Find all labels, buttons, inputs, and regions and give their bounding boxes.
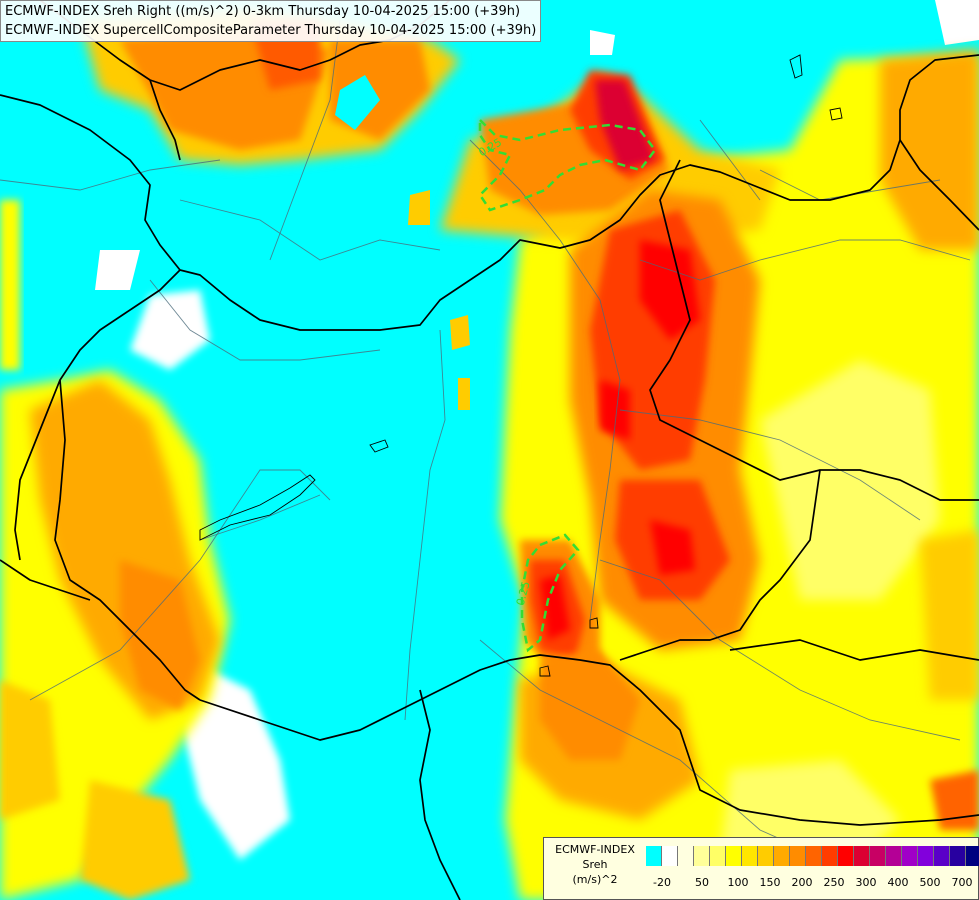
legend-swatch — [966, 846, 979, 866]
map-title-box: ECMWF-INDEX Sreh Right ((m/s)^2) 0-3km T… — [0, 0, 542, 42]
legend-header: ECMWF-INDEX Sreh (m/s)^2 — [544, 842, 646, 887]
legend-swatch — [694, 846, 710, 866]
legend-swatch — [870, 846, 886, 866]
legend-tick-label: 50 — [695, 876, 709, 889]
legend-swatch — [646, 846, 662, 866]
legend-swatch — [934, 846, 950, 866]
legend-tick-label: 250 — [823, 876, 845, 889]
legend-swatch — [822, 846, 838, 866]
legend-swatch — [662, 846, 678, 866]
legend-swatch — [918, 846, 934, 866]
legend-tick-label: -20 — [653, 876, 671, 889]
legend-unit: (m/s)^2 — [572, 873, 618, 886]
legend-param: Sreh — [582, 858, 608, 871]
legend-tick-label: 700 — [951, 876, 973, 889]
legend-swatch — [742, 846, 758, 866]
legend-swatch — [710, 846, 726, 866]
color-legend: ECMWF-INDEX Sreh (m/s)^2 -20 50 100 150 200 2… — [543, 837, 979, 900]
legend-swatch — [774, 846, 790, 866]
legend-swatch — [790, 846, 806, 866]
legend-swatch — [758, 846, 774, 866]
river-lines — [0, 19, 971, 871]
legend-swatch — [854, 846, 870, 866]
lake-outlines — [199, 54, 843, 677]
legend-tick-label: 400 — [887, 876, 909, 889]
legend-tick-label: 150 — [759, 876, 781, 889]
legend-model: ECMWF-INDEX — [555, 843, 635, 856]
legend-swatch — [838, 846, 854, 866]
title-line-2: ECMWF-INDEX SupercellCompositeParameter … — [5, 23, 537, 38]
legend-swatch — [950, 846, 966, 866]
legend-swatch — [902, 846, 918, 866]
legend-tick-label: 500 — [919, 876, 941, 889]
legend-swatch — [806, 846, 822, 866]
legend-tick-label: 200 — [791, 876, 813, 889]
legend-tick-label: 100 — [727, 876, 749, 889]
title-line-1: ECMWF-INDEX Sreh Right ((m/s)^2) 0-3km T… — [5, 4, 521, 19]
legend-swatch — [678, 846, 694, 866]
scp-contours — [478, 116, 657, 653]
legend-tick-label: 300 — [855, 876, 877, 889]
legend-swatch — [886, 846, 902, 866]
legend-swatches — [646, 846, 979, 866]
legend-ticks: -20 50 100 150 200 250 300 400 500 700 — [646, 876, 979, 892]
legend-swatch — [726, 846, 742, 866]
